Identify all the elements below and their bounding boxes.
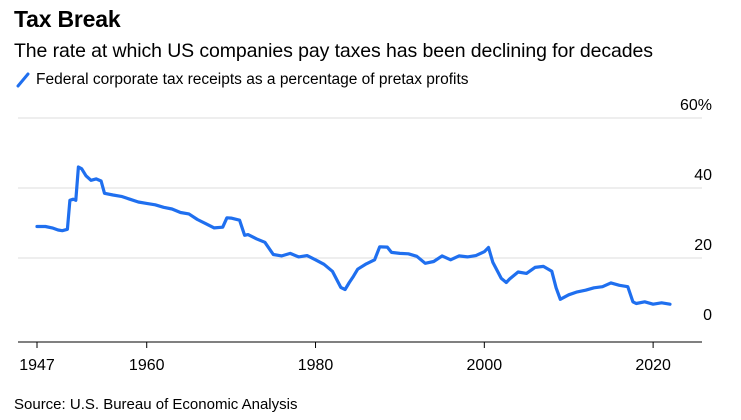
- x-tick-label: 1980: [298, 357, 334, 374]
- series-line-0: [35, 165, 672, 306]
- grid-lines: [18, 117, 702, 259]
- y-tick-labels: 0 20 40 60%: [680, 97, 712, 324]
- y-tick-label: 0: [703, 307, 712, 324]
- x-tick-labels: 1947 1960 1980 2000 2020: [19, 342, 671, 374]
- y-tick-label: 20: [694, 237, 712, 254]
- chart-subtitle: The rate at which US companies pay taxes…: [14, 40, 653, 62]
- series-layer: [35, 165, 672, 306]
- x-tick-label: 1960: [129, 357, 165, 374]
- x-tick-label: 2020: [635, 357, 671, 374]
- y-tick-label: 40: [694, 167, 712, 184]
- chart-legend: Federal corporate tax receipts as a perc…: [16, 71, 469, 89]
- legend-label: Federal corporate tax receipts as a perc…: [36, 71, 469, 88]
- legend-swatch-icon: [16, 72, 30, 88]
- source-note: Source: U.S. Bureau of Economic Analysis: [14, 396, 298, 413]
- y-tick-label: 60%: [680, 97, 712, 114]
- x-tick-label: 1947: [19, 357, 55, 374]
- x-tick-label: 2000: [467, 357, 503, 374]
- chart-title: Tax Break: [14, 6, 121, 32]
